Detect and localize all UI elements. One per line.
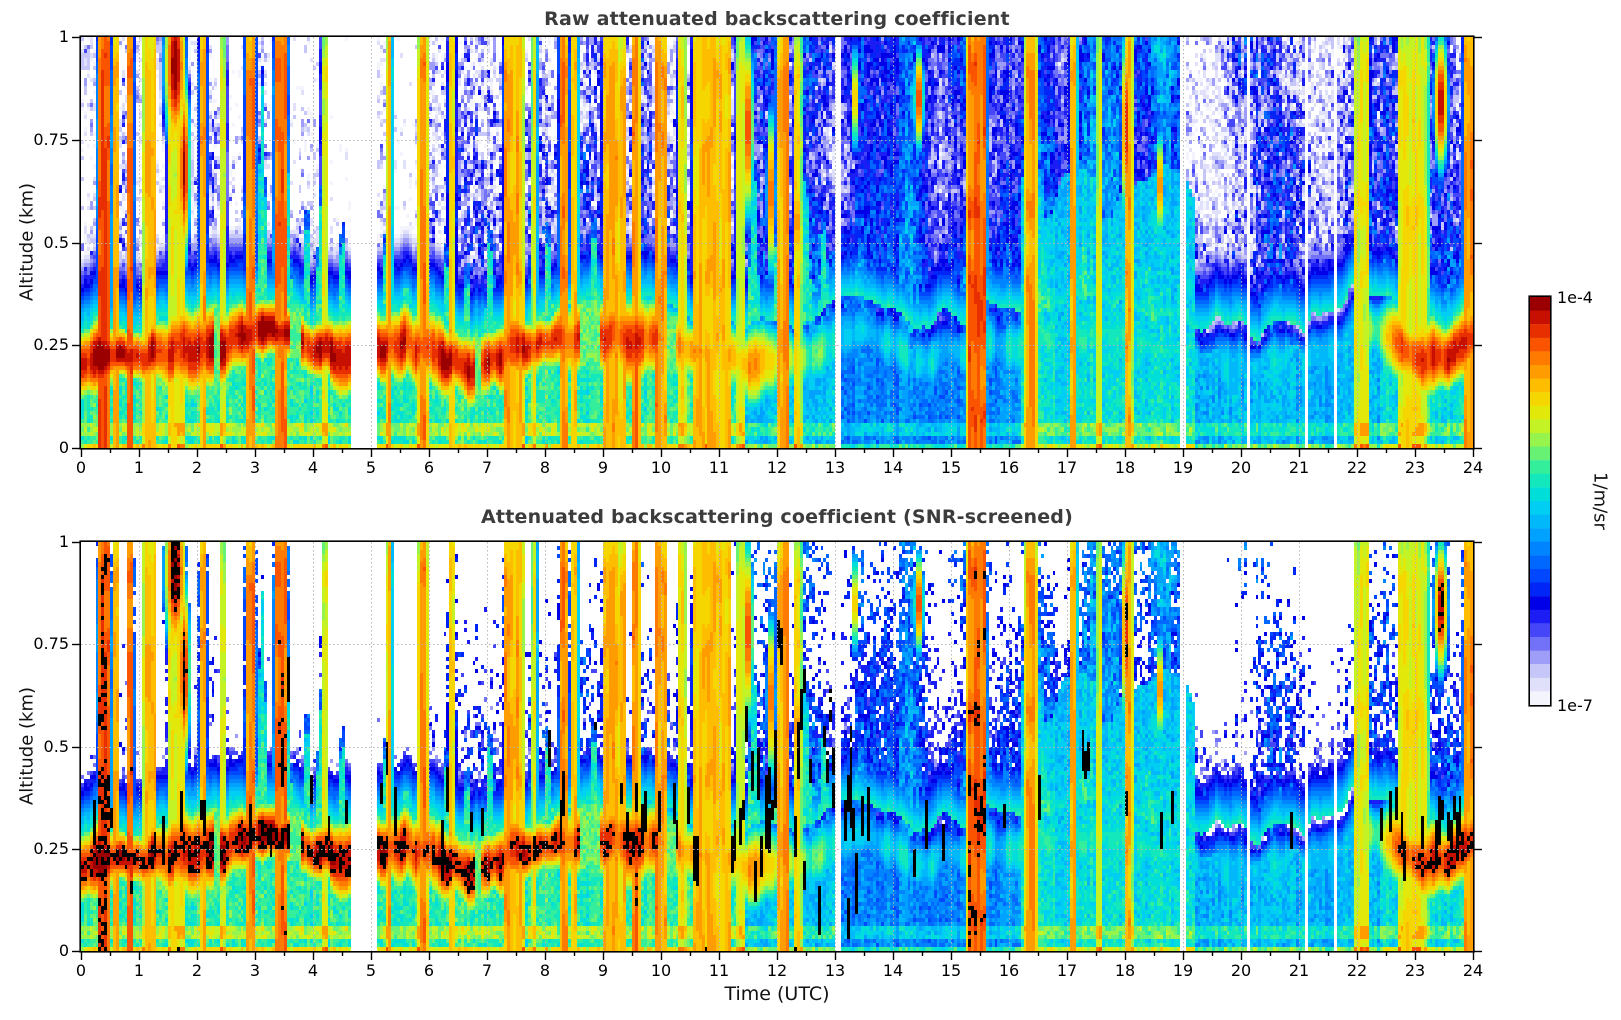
x-tick-label: 21 — [1288, 458, 1310, 477]
x-tick-label: 11 — [708, 961, 730, 980]
x-tick-label: 15 — [940, 961, 962, 980]
x-tick-label: 13 — [824, 961, 846, 980]
x-tick-label: 23 — [1404, 961, 1426, 980]
y-tick-label: 0.25 — [33, 838, 69, 858]
x-tick-label: 15 — [940, 458, 962, 477]
x-tick-label: 7 — [481, 961, 493, 980]
y-tick-label: 0.5 — [43, 736, 69, 756]
x-tick-label: 2 — [191, 458, 203, 477]
y-tick-label: 1 — [58, 532, 69, 551]
x-tick-label: 17 — [1056, 458, 1078, 477]
x-axis-label: Time (UTC) — [724, 983, 830, 1005]
x-tick-label: 0 — [75, 458, 87, 477]
y-tick-label: 0.75 — [33, 129, 69, 149]
x-tick-label: 14 — [882, 458, 904, 477]
x-tick-label: 24 — [1462, 458, 1484, 477]
x-tick-label: 13 — [824, 458, 846, 477]
y-tick-label: 0.5 — [43, 232, 69, 252]
y-tick-label: 1 — [58, 27, 69, 46]
x-tick-label: 7 — [481, 458, 493, 477]
x-tick-label: 8 — [539, 961, 551, 980]
colorbar-unit-label: 1/m/sr — [1589, 472, 1611, 530]
x-tick-label: 1 — [133, 961, 145, 980]
x-tick-label: 6 — [423, 961, 435, 980]
x-tick-label: 16 — [998, 961, 1020, 980]
x-tick-label: 5 — [365, 458, 377, 477]
x-tick-label: 3 — [249, 961, 261, 980]
x-tick-label: 4 — [307, 961, 319, 980]
y-tick-label: 0 — [58, 438, 69, 457]
x-tick-label: 20 — [1230, 458, 1252, 477]
x-tick-label: 10 — [650, 961, 672, 980]
x-tick-label: 18 — [1114, 458, 1136, 477]
x-tick-label: 22 — [1346, 961, 1368, 980]
x-tick-label: 21 — [1288, 961, 1310, 980]
x-tick-label: 24 — [1462, 961, 1484, 980]
x-tick-label: 9 — [597, 961, 609, 980]
colorbar-max-label: 1e-4 — [1557, 288, 1593, 307]
x-tick-label: 12 — [766, 458, 788, 477]
y-tick-label: 0.75 — [33, 634, 69, 654]
x-tick-label: 22 — [1346, 458, 1368, 477]
x-tick-label: 19 — [1172, 961, 1194, 980]
x-tick-label: 20 — [1230, 961, 1252, 980]
x-tick-label: 12 — [766, 961, 788, 980]
y-tick-label: 0 — [58, 941, 69, 960]
x-tick-label: 5 — [365, 961, 377, 980]
x-tick-label: 14 — [882, 961, 904, 980]
x-tick-label: 1 — [133, 458, 145, 477]
x-tick-label: 10 — [650, 458, 672, 477]
y-tick-label: 0.25 — [33, 335, 69, 355]
x-tick-label: 9 — [597, 458, 609, 477]
x-tick-label: 11 — [708, 458, 730, 477]
x-tick-label: 3 — [249, 458, 261, 477]
x-tick-label: 2 — [191, 961, 203, 980]
x-tick-label: 16 — [998, 458, 1020, 477]
colorbar-min-label: 1e-7 — [1557, 696, 1593, 715]
x-tick-label: 6 — [423, 458, 435, 477]
x-tick-label: 8 — [539, 458, 551, 477]
x-tick-label: 23 — [1404, 458, 1426, 477]
x-tick-label: 17 — [1056, 961, 1078, 980]
x-tick-label: 4 — [307, 458, 319, 477]
x-tick-label: 18 — [1114, 961, 1136, 980]
x-tick-label: 19 — [1172, 458, 1194, 477]
x-tick-label: 0 — [75, 961, 87, 980]
